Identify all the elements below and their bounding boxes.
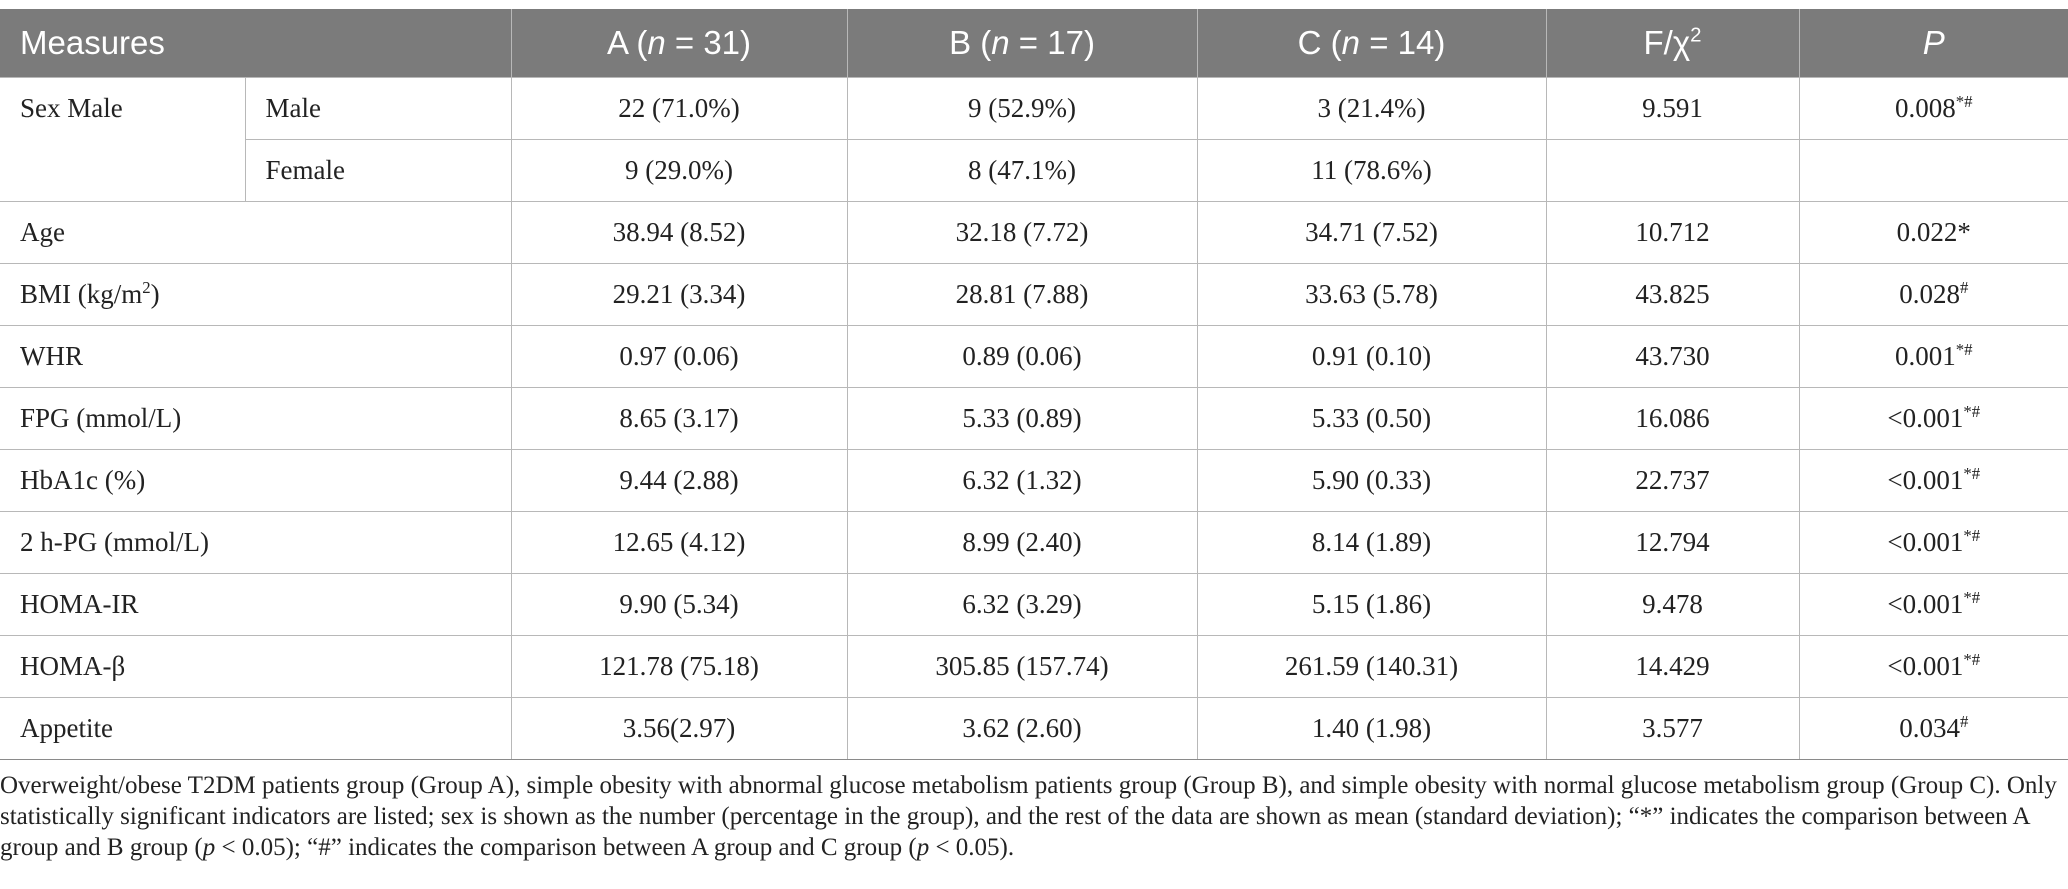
cell-group-c: 33.63 (5.78) <box>1196 262 1547 326</box>
table-row: Age 38.94 (8.52) 32.18 (7.72) 34.71 (7.52) 1… <box>0 200 2068 264</box>
row-label: HOMA-IR <box>0 572 512 636</box>
cell-p-value <box>1798 138 2068 202</box>
cell-group-c: 261.59 (140.31) <box>1196 634 1547 698</box>
cell-group-b: 0.89 (0.06) <box>846 324 1198 388</box>
cell-group-c: 34.71 (7.52) <box>1196 200 1547 264</box>
cell-statistic: 16.086 <box>1545 386 1800 450</box>
cell-group-a: 9 (29.0%) <box>510 138 848 202</box>
cell-statistic: 14.429 <box>1545 634 1800 698</box>
cell-statistic <box>1545 138 1800 202</box>
cell-statistic: 9.591 <box>1545 76 1800 140</box>
table-row: Appetite 3.56(2.97) 3.62 (2.60) 1.40 (1.98)… <box>0 696 2068 760</box>
cell-p-value: <0.001*# <box>1798 386 2068 450</box>
cell-group-c: 3 (21.4%) <box>1196 76 1547 140</box>
header-measures: Measures <box>20 23 165 61</box>
cell-group-c: 8.14 (1.89) <box>1196 510 1547 574</box>
cell-group-a: 9.90 (5.34) <box>510 572 848 636</box>
row-label: FPG (mmol/L) <box>0 386 512 450</box>
table-footnote: Overweight/obese T2DM patients group (Gr… <box>0 772 2057 861</box>
cell-group-c: 11 (78.6%) <box>1196 138 1547 202</box>
cell-group-a: 121.78 (75.18) <box>510 634 848 698</box>
cell-group-c: 5.15 (1.86) <box>1196 572 1547 636</box>
row-label: HOMA-β <box>0 634 512 698</box>
table-row: HbA1c (%) 9.44 (2.88) 6.32 (1.32) 5.90 (0.3… <box>0 448 2068 512</box>
cell-p-value: <0.001*# <box>1798 634 2068 698</box>
cell-p-value: <0.001*# <box>1798 510 2068 574</box>
cell-group-a: 8.65 (3.17) <box>510 386 848 450</box>
cell-statistic: 43.730 <box>1545 324 1800 388</box>
table-row: FPG (mmol/L) 8.65 (3.17) 5.33 (0.89) 5.33 (… <box>0 386 2068 450</box>
row-label: 2 h-PG (mmol/L) <box>0 510 512 574</box>
header-row: Measures A (n = 31) B (n = 17) C (n = 14… <box>0 9 2068 77</box>
header-group-b: B (n = 17) <box>846 9 1198 77</box>
cell-group-b: 5.33 (0.89) <box>846 386 1198 450</box>
cell-group-a: 22 (71.0%) <box>510 76 848 140</box>
cell-p-value: 0.028# <box>1798 262 2068 326</box>
row-label-sex: Sex Male <box>0 76 246 202</box>
cell-statistic: 10.712 <box>1545 200 1800 264</box>
cell-group-c: 5.33 (0.50) <box>1196 386 1547 450</box>
cell-p-value: <0.001*# <box>1798 572 2068 636</box>
cell-p-value: 0.008*# <box>1798 76 2068 140</box>
header-p-value: P <box>1798 9 2068 77</box>
cell-group-c: 0.91 (0.10) <box>1196 324 1547 388</box>
cell-group-a: 12.65 (4.12) <box>510 510 848 574</box>
cell-group-b: 9 (52.9%) <box>846 76 1198 140</box>
row-label: Age <box>0 200 512 264</box>
cell-group-b: 3.62 (2.60) <box>846 696 1198 760</box>
cell-group-a: 3.56(2.97) <box>510 696 848 760</box>
row-label: WHR <box>0 324 512 388</box>
cell-statistic: 9.478 <box>1545 572 1800 636</box>
table-row: 2 h-PG (mmol/L) 12.65 (4.12) 8.99 (2.40) 8.… <box>0 510 2068 574</box>
row-sublabel-female: Female <box>245 138 512 202</box>
cell-group-a: 0.97 (0.06) <box>510 324 848 388</box>
cell-group-a: 38.94 (8.52) <box>510 200 848 264</box>
row-sublabel-male: Male <box>244 76 512 140</box>
cell-group-a: 29.21 (3.34) <box>510 262 848 326</box>
cell-group-b: 6.32 (1.32) <box>846 448 1198 512</box>
cell-statistic: 12.794 <box>1545 510 1800 574</box>
row-label: Appetite <box>0 696 512 760</box>
row-label: HbA1c (%) <box>0 448 512 512</box>
table-row: HOMA-IR 9.90 (5.34) 6.32 (3.29) 5.15 (1.86)… <box>0 572 2068 636</box>
table-row: HOMA-β 121.78 (75.18) 305.85 (157.74) 261.5… <box>0 634 2068 698</box>
cell-group-b: 28.81 (7.88) <box>846 262 1198 326</box>
header-group-c: C (n = 14) <box>1196 9 1547 77</box>
cell-group-b: 8 (47.1%) <box>846 138 1198 202</box>
cell-group-a: 9.44 (2.88) <box>510 448 848 512</box>
table-row-sex-female: Female 9 (29.0%) 8 (47.1%) 11 (78.6%) <box>0 138 2068 202</box>
header-statistic: F/χ2 <box>1545 9 1800 77</box>
header-group-a: A (n = 31) <box>510 9 848 77</box>
table-row-sex-male: Sex Male Male 22 (71.0%) 9 (52.9%) 3 (21… <box>0 76 2068 202</box>
results-table: Measures A (n = 31) B (n = 17) C (n = 14… <box>0 9 2068 760</box>
cell-group-b: 8.99 (2.40) <box>846 510 1198 574</box>
row-label: BMI (kg/m2) <box>0 262 512 326</box>
cell-group-b: 32.18 (7.72) <box>846 200 1198 264</box>
cell-statistic: 43.825 <box>1545 262 1800 326</box>
cell-statistic: 22.737 <box>1545 448 1800 512</box>
cell-group-c: 1.40 (1.98) <box>1196 696 1547 760</box>
cell-p-value: <0.001*# <box>1798 448 2068 512</box>
cell-statistic: 3.577 <box>1545 696 1800 760</box>
table-row: BMI (kg/m2) 29.21 (3.34) 28.81 (7.88) 33.63… <box>0 262 2068 326</box>
table-row: WHR 0.97 (0.06) 0.89 (0.06) 0.91 (0.10) 43.7… <box>0 324 2068 388</box>
cell-group-c: 5.90 (0.33) <box>1196 448 1547 512</box>
cell-p-value: 0.022* <box>1798 200 2068 264</box>
cell-p-value: 0.034# <box>1798 696 2068 760</box>
cell-group-b: 305.85 (157.74) <box>846 634 1198 698</box>
cell-group-b: 6.32 (3.29) <box>846 572 1198 636</box>
cell-p-value: 0.001*# <box>1798 324 2068 388</box>
